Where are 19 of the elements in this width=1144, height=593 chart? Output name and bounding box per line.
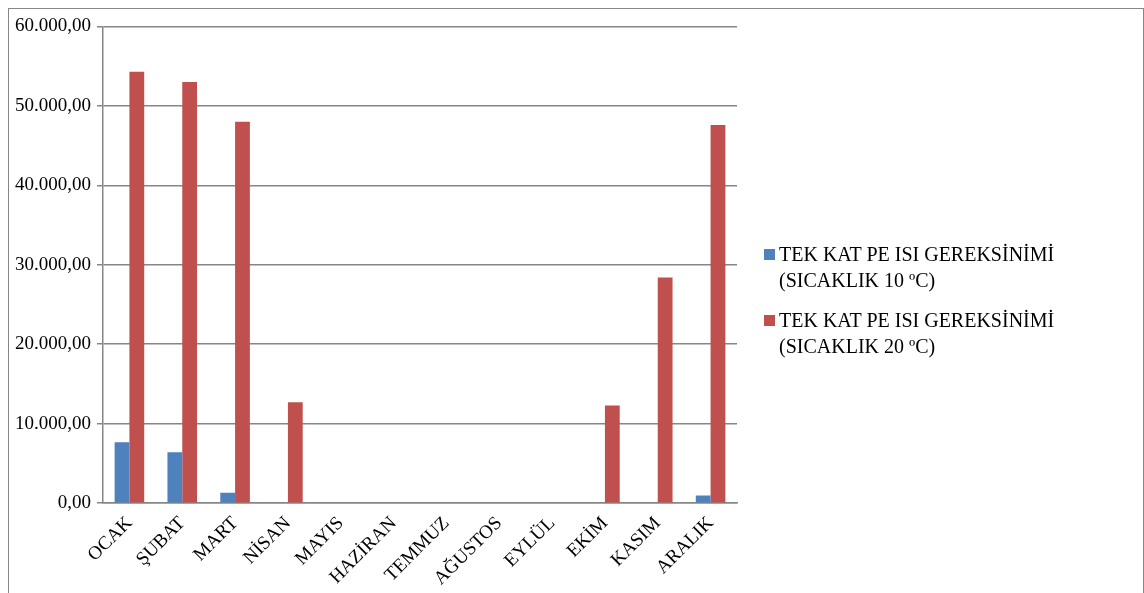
bar: [167, 452, 183, 503]
y-tick-label: 60.000,00: [15, 14, 91, 36]
y-tick-label: 30.000,00: [15, 252, 91, 274]
y-tick-label: 40.000,00: [15, 173, 91, 195]
bar: [710, 124, 726, 503]
legend-label: TEK KAT PE ISI GEREKSİNİMİ (SICAKLIK 20 ºC): [779, 308, 1056, 359]
bar: [182, 82, 198, 503]
y-tick-label: 10.000,00: [15, 411, 91, 433]
bar: [235, 121, 250, 503]
y-tick-label: 50.000,00: [15, 93, 91, 115]
y-tick-label: 0,00: [57, 491, 91, 513]
y-tick-label: 20.000,00: [15, 332, 91, 354]
bar: [114, 442, 130, 503]
bar: [604, 405, 620, 503]
legend-label: TEK KAT PE ISI GEREKSİNİMİ (SICAKLIK 10 ºC): [779, 242, 1056, 293]
bar: [220, 492, 236, 503]
bar: [129, 71, 145, 503]
bar: [287, 402, 303, 503]
bar: [657, 277, 673, 503]
